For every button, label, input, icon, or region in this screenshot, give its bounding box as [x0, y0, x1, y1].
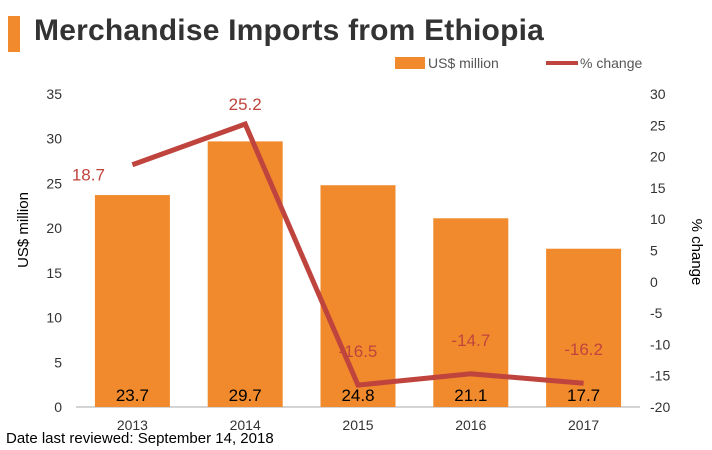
y2-axis-ticks: -20 -15 -10 -5 0 5 10 15 20 25 30 [650, 86, 670, 415]
line-value-label: -16.2 [564, 340, 603, 359]
bar-labels: 23.7 29.7 24.8 21.1 17.7 [116, 386, 600, 405]
y2-tick-label: 10 [650, 211, 666, 227]
bar-2015 [320, 185, 396, 407]
footnote: Date last reviewed: September 14, 2018 [6, 430, 274, 447]
y-tick-label: 20 [46, 220, 62, 236]
legend-line-label: % change [580, 55, 642, 71]
y2-tick-label: 25 [650, 117, 666, 133]
legend-bar-label: US$ million [428, 55, 499, 71]
x-tick-label: 2015 [342, 417, 373, 430]
x-tick-label: 2013 [117, 417, 148, 430]
y2-tick-label: -15 [650, 368, 670, 384]
bar-value-label: 24.8 [341, 386, 374, 405]
bar-value-label: 17.7 [567, 386, 600, 405]
y2-tick-label: 0 [650, 274, 658, 290]
y2-tick-label: -10 [650, 336, 670, 352]
line-labels: 18.7 25.2 -16.5 -14.7 -16.2 [72, 95, 603, 361]
bar-value-label: 23.7 [116, 386, 149, 405]
y-tick-label: 5 [54, 354, 62, 370]
percent-change-line [131, 120, 584, 388]
x-axis-ticks: 2013 2014 2015 2016 2017 [117, 417, 600, 430]
title-accent-bar [8, 16, 20, 52]
chart-title: Merchandise Imports from Ethiopia [34, 14, 545, 47]
bar-value-label: 21.1 [454, 386, 487, 405]
y2-axis-label: % change [688, 219, 705, 286]
y-tick-label: 30 [46, 131, 62, 147]
y2-tick-label: -20 [650, 399, 670, 415]
line-value-label: 25.2 [229, 95, 262, 114]
y-tick-label: 35 [46, 86, 62, 102]
y2-tick-label: -5 [650, 305, 663, 321]
y2-tick-label: 30 [650, 86, 666, 102]
bar-value-label: 29.7 [229, 386, 262, 405]
y-tick-label: 10 [46, 310, 62, 326]
y-tick-label: 0 [54, 399, 62, 415]
x-tick-label: 2016 [455, 417, 486, 430]
bar-2013 [94, 195, 170, 407]
y-tick-label: 25 [46, 175, 62, 191]
x-tick-label: 2017 [568, 417, 599, 430]
y2-tick-label: 5 [650, 243, 658, 259]
legend-bar-swatch [395, 57, 425, 69]
bars [94, 141, 622, 407]
y-axis-label: US$ million [15, 192, 32, 268]
legend: US$ million % change [395, 55, 642, 71]
y2-tick-label: 20 [650, 149, 666, 165]
x-tick-label: 2014 [230, 417, 261, 430]
y-axis-ticks: 0 5 10 15 20 25 30 35 [46, 86, 62, 415]
line-value-label: 18.7 [72, 166, 105, 185]
line-value-label: -16.5 [339, 342, 378, 361]
line-value-label: -14.7 [451, 331, 490, 350]
y-tick-label: 15 [46, 265, 62, 281]
y2-tick-label: 15 [650, 180, 666, 196]
